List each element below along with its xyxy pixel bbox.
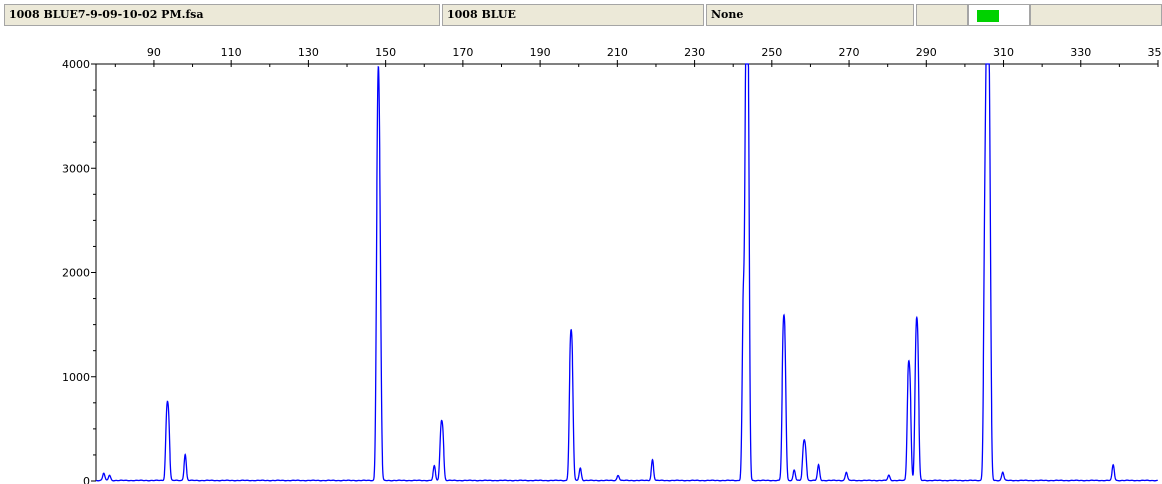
y-tick-label: 2000	[62, 267, 90, 280]
x-tick-label: 230	[684, 46, 705, 59]
x-tick-label: 350	[1148, 46, 1162, 59]
x-tick-label: 250	[761, 46, 782, 59]
file-name-cell: 1008 BLUE7-9-09-10-02 PM.fsa	[4, 4, 440, 26]
x-tick-label: 210	[607, 46, 628, 59]
blank-cell	[916, 4, 968, 26]
y-tick-label: 1000	[62, 371, 90, 384]
status-label: None	[711, 8, 744, 21]
chart-axes	[95, 63, 1158, 481]
x-tick-label: 190	[530, 46, 551, 59]
x-axis-ticks: 90 110 130 150 170 190 210 230 250 270 290 310 330 35…	[114, 46, 1162, 67]
file-name-label: 1008 BLUE7-9-09-10-02 PM.fsa	[9, 8, 204, 21]
sample-name-cell: 1008 BLUE	[442, 4, 704, 26]
x-tick-label: 150	[375, 46, 396, 59]
x-tick-label: 170	[452, 46, 473, 59]
x-tick-label: 90	[147, 46, 161, 59]
trace-line	[96, 63, 1158, 482]
dye-color-cell[interactable]	[968, 4, 1030, 26]
y-axis-ticks: 0 1000 2000 3000 4000	[62, 58, 96, 484]
status-cell: None	[706, 4, 914, 26]
trace-header: 1008 BLUE7-9-09-10-02 PM.fsa 1008 BLUE N…	[0, 0, 1162, 30]
y-tick-label: 3000	[62, 162, 90, 175]
x-tick-label: 110	[221, 46, 242, 59]
x-tick-label: 310	[993, 46, 1014, 59]
x-tick-label: 130	[298, 46, 319, 59]
dye-color-swatch[interactable]	[977, 10, 999, 22]
y-tick-label: 4000	[62, 58, 90, 71]
x-tick-label: 330	[1070, 46, 1091, 59]
x-tick-label: 270	[839, 46, 860, 59]
sample-name-label: 1008 BLUE	[447, 8, 516, 21]
x-tick-label: 290	[916, 46, 937, 59]
y-tick-label: 0	[83, 475, 90, 484]
